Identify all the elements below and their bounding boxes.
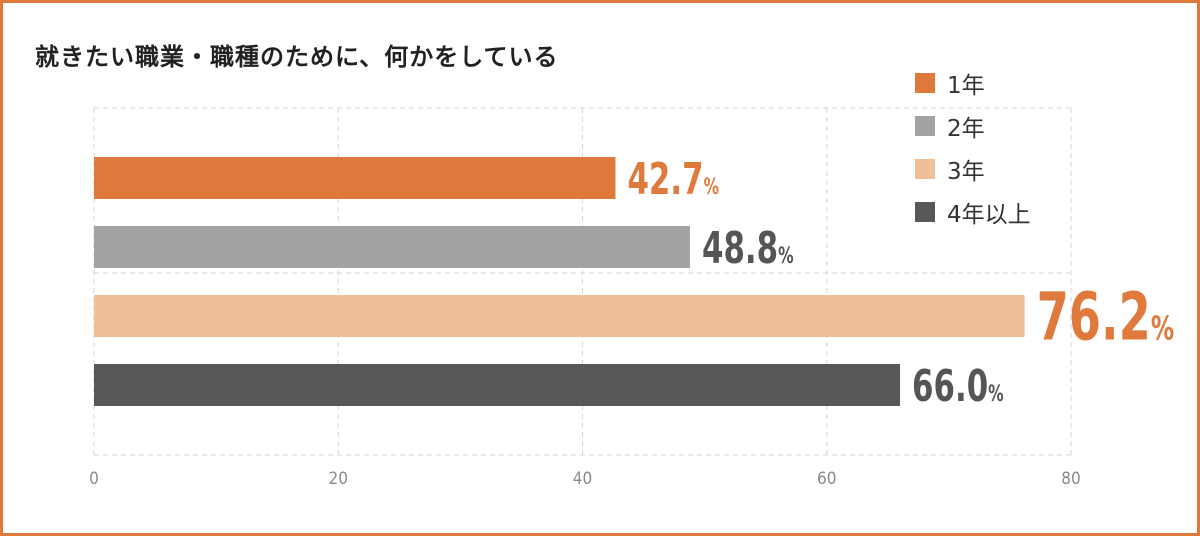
data-label-3: 76.2% [1037,278,1174,355]
legend-label-1: 1年 [947,72,985,99]
data-label-4: 66.0% [912,361,1004,412]
bar-3 [94,295,1025,337]
bar-chart: 0 20 40 60 80 42.7% 48.8% 76.2% 66.0% [89,107,1174,489]
legend-swatch-3 [915,158,935,179]
legend-label-3: 3年 [947,158,985,185]
bar-2 [94,226,690,268]
bar-1 [94,157,616,199]
legend-item-3: 3年 [915,147,1031,190]
legend-item-2: 2年 [915,104,1031,147]
legend-swatch-4 [915,201,935,222]
chart-title: 就きたい職業・職種のために、何かをしている [35,43,559,71]
x-tick-label-80: 80 [1061,469,1080,489]
legend-swatch-1 [915,72,935,93]
x-tick-label-40: 40 [573,469,592,489]
legend-label-4: 4年以上 [947,201,1031,228]
x-tick-label-0: 0 [89,469,99,489]
legend-item-1: 1年 [915,61,1031,104]
legend-item-4: 4年以上 [915,190,1031,233]
data-label-2: 48.8% [702,223,794,274]
x-tick-label-20: 20 [329,469,348,489]
bar-4 [94,364,901,406]
legend-label-2: 2年 [947,115,985,142]
legend-swatch-2 [915,115,935,136]
legend: 1年 2年 3年 4年以上 [915,61,1031,233]
x-tick-label-60: 60 [817,469,836,489]
data-label-1: 42.7% [627,154,719,205]
